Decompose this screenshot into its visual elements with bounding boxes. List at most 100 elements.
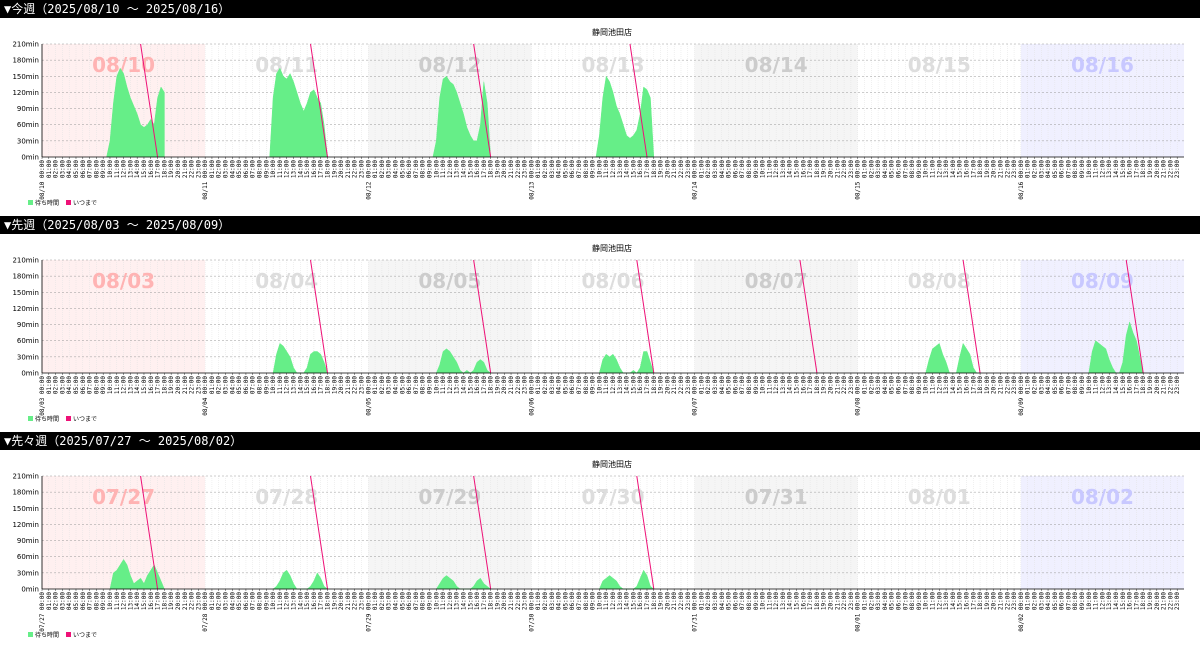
x-tick-label: 17:00 xyxy=(807,592,814,610)
x-tick-label: 13:00 xyxy=(617,160,624,178)
x-tick-label: 21:00 xyxy=(834,592,841,610)
x-tick-label: 08:00 xyxy=(583,160,590,178)
x-tick-label: 10:00 xyxy=(1086,592,1093,610)
y-tick-label: 150min xyxy=(12,73,39,81)
x-tick-label: 19:00 xyxy=(168,592,175,610)
x-tick-label: 20:00 xyxy=(338,376,345,394)
x-tick-label: 11:00 xyxy=(440,592,447,610)
x-tick-label: 14:00 xyxy=(134,160,141,178)
x-tick-label: 19:00 xyxy=(821,376,828,394)
x-tick-label: 13:00 xyxy=(127,592,134,610)
x-tick-label: 06:00 xyxy=(1059,376,1066,394)
x-tick-label: 08:00 xyxy=(257,592,264,610)
wait-area xyxy=(435,348,492,374)
x-tick-label: 05:00 xyxy=(889,592,896,610)
x-tick-label: 18:00 xyxy=(325,376,332,394)
x-tick-label: 12:00 xyxy=(1099,160,1106,178)
until-line xyxy=(140,43,159,158)
x-tick-label: 22:00 xyxy=(678,160,685,178)
x-tick-label: 07:00 xyxy=(413,592,420,610)
x-tick-label: 09:00 xyxy=(916,160,923,178)
x-tick-label: 08/12 00:00 xyxy=(365,160,372,200)
x-tick-label: 10:00 xyxy=(760,376,767,394)
x-tick-label: 01:00 xyxy=(46,160,53,178)
x-tick-label: 23:00 xyxy=(195,160,202,178)
x-tick-label: 08:00 xyxy=(93,160,100,178)
x-tick-label: 03:00 xyxy=(712,376,719,394)
x-tick-label: 20:00 xyxy=(501,592,508,610)
x-tick-label: 03:00 xyxy=(59,376,66,394)
x-tick-label: 02:00 xyxy=(542,160,549,178)
y-tick-label: 30min xyxy=(17,569,39,577)
x-tick-label: 15:00 xyxy=(957,376,964,394)
x-tick-label: 19:00 xyxy=(1147,376,1154,394)
x-tick-label: 16:00 xyxy=(800,376,807,394)
x-tick-label: 06:00 xyxy=(896,160,903,178)
x-tick-label: 07:00 xyxy=(739,592,746,610)
x-tick-label: 23:00 xyxy=(358,160,365,178)
x-tick-label: 12:00 xyxy=(284,592,291,610)
x-tick-label: 05:00 xyxy=(889,160,896,178)
x-tick-label: 08/10 00:00 xyxy=(39,160,46,200)
until-line xyxy=(1125,259,1144,374)
x-tick-label: 06:00 xyxy=(406,592,413,610)
x-tick-label: 02:00 xyxy=(216,160,223,178)
legend-label-wait: 待ち時間 xyxy=(35,199,59,207)
x-tick-label: 03:00 xyxy=(1038,160,1045,178)
x-tick-label: 18:00 xyxy=(1140,376,1147,394)
x-tick-label: 03:00 xyxy=(386,160,393,178)
x-tick-label: 23:00 xyxy=(848,592,855,610)
x-tick-label: 22:00 xyxy=(1167,376,1174,394)
x-tick-label: 14:00 xyxy=(1113,160,1120,178)
x-tick-label: 14:00 xyxy=(297,376,304,394)
x-tick-label: 18:00 xyxy=(814,592,821,610)
x-tick-label: 04:00 xyxy=(1045,592,1052,610)
x-tick-label: 16:00 xyxy=(1127,592,1134,610)
x-tick-label: 15:00 xyxy=(1120,376,1127,394)
x-tick-label: 07/30 00:00 xyxy=(528,592,535,632)
legend-swatch-until xyxy=(66,200,71,205)
x-tick-label: 03:00 xyxy=(549,592,556,610)
x-tick-label: 04:00 xyxy=(556,160,563,178)
x-tick-label: 15:00 xyxy=(794,592,801,610)
x-tick-label: 11:00 xyxy=(277,376,284,394)
x-tick-label: 13:00 xyxy=(1106,160,1113,178)
x-tick-label: 20:00 xyxy=(828,592,835,610)
x-tick-label: 17:00 xyxy=(644,592,651,610)
x-tick-label: 13:00 xyxy=(291,592,298,610)
x-tick-label: 13:00 xyxy=(617,376,624,394)
x-tick-label: 05:00 xyxy=(1052,376,1059,394)
x-tick-label: 11:00 xyxy=(766,376,773,394)
x-tick-label: 08:00 xyxy=(93,592,100,610)
x-tick-label: 15:00 xyxy=(794,160,801,178)
x-tick-label: 13:00 xyxy=(291,376,298,394)
x-tick-label: 08/13 00:00 xyxy=(528,160,535,200)
x-tick-label: 03:00 xyxy=(875,160,882,178)
x-tick-label: 10:00 xyxy=(270,160,277,178)
x-tick-label: 13:00 xyxy=(1106,592,1113,610)
x-tick-label: 16:00 xyxy=(474,160,481,178)
wait-area xyxy=(595,75,655,158)
x-tick-label: 07:00 xyxy=(576,592,583,610)
y-tick-label: 150min xyxy=(12,289,39,297)
x-tick-label: 06:00 xyxy=(732,592,739,610)
x-tick-label: 16:00 xyxy=(963,376,970,394)
x-tick-label: 19:00 xyxy=(821,592,828,610)
x-tick-label: 06:00 xyxy=(732,160,739,178)
x-tick-label: 07:00 xyxy=(1065,160,1072,178)
x-tick-label: 14:00 xyxy=(460,592,467,610)
until-line xyxy=(473,475,492,590)
x-tick-label: 13:00 xyxy=(1106,376,1113,394)
x-tick-label: 02:00 xyxy=(379,160,386,178)
x-tick-label: 17:00 xyxy=(481,160,488,178)
x-tick-label: 05:00 xyxy=(73,592,80,610)
x-tick-label: 13:00 xyxy=(943,376,950,394)
legend-swatch-wait xyxy=(28,200,33,205)
x-tick-label: 11:00 xyxy=(929,592,936,610)
day-label: 07/27 xyxy=(92,485,155,509)
y-tick-label: 60min xyxy=(17,121,39,129)
x-tick-label: 23:00 xyxy=(358,376,365,394)
x-tick-label: 09:00 xyxy=(100,592,107,610)
x-tick-label: 18:00 xyxy=(161,160,168,178)
x-tick-label: 01:00 xyxy=(862,376,869,394)
